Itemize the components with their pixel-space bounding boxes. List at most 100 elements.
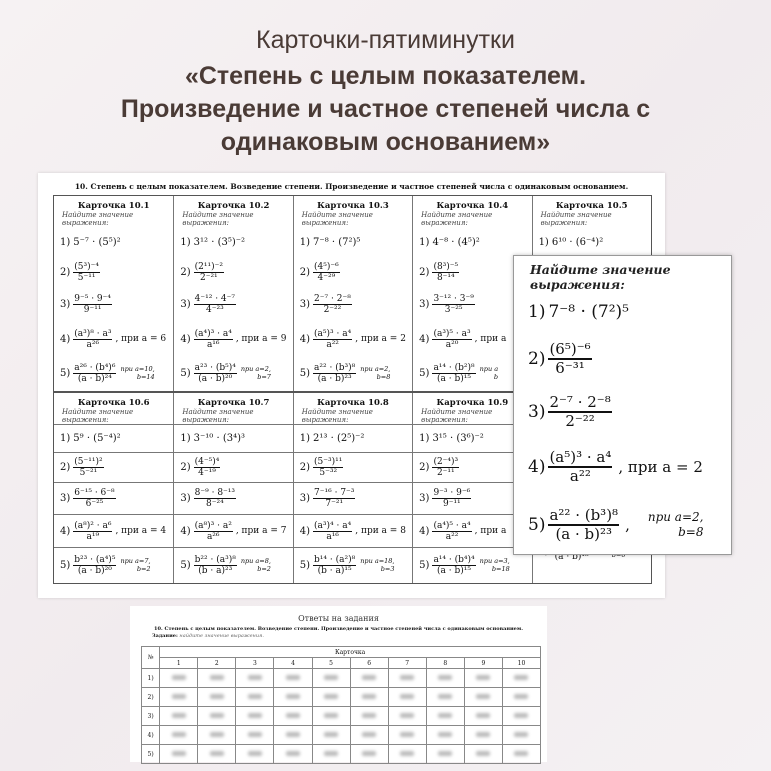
fraction: 2⁻⁷ · 2⁻⁸ 2⁻²² (548, 393, 612, 430)
card-instruction: Найдите значение выражения: (62, 408, 134, 424)
answers-row: 2) (140, 687, 542, 707)
denominator: (a · b)²³ (555, 525, 613, 543)
column-header: 7 (387, 657, 427, 669)
blurred-answer (514, 674, 529, 680)
cards-row: Карточка 10.6 Найдите значение выражения:… (54, 391, 651, 583)
card-instruction: Найдите значение выражения: (62, 211, 134, 227)
answer-cell-blurred (235, 725, 275, 745)
blurred-answer (209, 693, 224, 699)
numerator: (a³)⁸ · a³ (73, 328, 113, 340)
expression-item: 1) 2¹³ · (2⁵)⁻² (293, 424, 413, 452)
fraction: a²⁶ · (b⁴)⁶ (a · b)²⁴ (73, 363, 117, 384)
item-number: 3) (299, 298, 311, 310)
item-number: 3) (528, 402, 546, 422)
answers-preview: Ответы на задания 10. Степень с целым по… (130, 606, 547, 764)
denominator: a²² (445, 531, 459, 542)
condition: , при a = 8 (355, 526, 406, 536)
fraction: (a⁴)³ · a⁴ a¹⁶ (193, 329, 233, 350)
expression-item: 5) a²⁶ · (b⁴)⁶ (a · b)²⁴ при a=10, b=14 (54, 357, 173, 389)
blurred-answer (285, 674, 300, 680)
item-number: 2) (299, 462, 311, 473)
fraction: a¹⁴ · (b²)⁸ (a · b)¹⁵ (432, 363, 476, 384)
denominator: a¹⁶ (206, 339, 220, 350)
expression-item: 2) (5⁻³)¹¹ 5⁻³² (293, 452, 413, 482)
blurred-answer (285, 693, 300, 699)
item-number: 3) (60, 298, 71, 310)
condition-b: b=7 (257, 373, 271, 381)
expression-item: 2) (5⁻¹¹)² 5⁻²¹ (54, 452, 174, 482)
card-instruction: Найдите значение выражения: (301, 408, 373, 424)
answer-cell-blurred (273, 744, 313, 764)
card-title: Карточка 10.6 (77, 398, 150, 408)
denominator: 4⁻¹⁹ (198, 468, 216, 478)
expression-item: 2) (4⁻⁵)⁴ 4⁻¹⁹ (174, 452, 293, 482)
condition: , при a = 6 (115, 334, 167, 344)
condition: , при a = 2 (618, 458, 703, 476)
answer-cell-blurred (197, 725, 237, 745)
item-number: 4) (419, 525, 430, 537)
card-title: Карточка 10.3 (317, 201, 389, 211)
numerator: (a⁴)⁵ · a⁴ (432, 520, 472, 532)
answer-cell-blurred (311, 687, 351, 707)
denominator: 8⁻²⁴ (205, 499, 224, 509)
numerator: (4⁻⁵)⁴ (193, 457, 221, 468)
item-number: 1) (528, 302, 546, 322)
fraction: (a⁴)⁵ · a⁴ a²² (432, 520, 472, 542)
numerator: (a⁸)² · a⁶ (73, 520, 113, 532)
card-title: Карточка 10.7 (197, 398, 270, 408)
expression: 7⁻⁸ · (7²)⁵ (313, 236, 361, 248)
fraction: (a⁸)² · a⁶ a¹⁹ (73, 520, 113, 542)
blurred-answer (209, 731, 224, 737)
condition: , (625, 516, 630, 534)
blurred-answer (362, 693, 377, 699)
item-number: 2) (299, 266, 311, 278)
numerator: (5⁻³)¹¹ (313, 457, 344, 468)
numerator: (8³)⁻⁵ (432, 261, 460, 273)
condition-values: при a=2, b=8 (648, 510, 704, 540)
answers-title: Ответы на задания (298, 614, 379, 623)
fraction: a²² · (b³)⁸ (a · b)²³ (313, 363, 357, 384)
card-title: Карточка 10.5 (555, 201, 628, 211)
blurred-answer (514, 712, 529, 718)
fraction: (2⁻⁴)³ 2⁻¹¹ (432, 457, 460, 478)
expression: 5⁻⁷ · (5⁵)² (73, 236, 121, 248)
item-number: 4) (419, 333, 430, 345)
expression: 3⁻¹⁰ · (3⁴)³ (193, 433, 246, 444)
answer-cell-blurred (501, 687, 542, 707)
fraction: 3⁻¹² · 3⁻⁹ 3⁻²⁵ (432, 294, 475, 315)
denominator: 2⁻²² (323, 304, 342, 315)
denominator: (b · a)¹⁵ (317, 565, 352, 576)
answer-cell-blurred (197, 687, 237, 707)
numerator: 2⁻⁷ · 2⁻⁸ (548, 393, 612, 413)
numerator: a²² · (b³)⁸ (548, 506, 620, 526)
denominator: (a · b)¹⁸ (554, 551, 589, 562)
card-title: Карточка 10.1 (77, 201, 150, 211)
item-number: 4) (299, 333, 311, 345)
expression-item: 1) 7⁻⁸ · (7²)⁵ (514, 292, 731, 332)
condition: , при a (474, 334, 507, 344)
expression-item: 3) 6⁻¹⁵ · 6⁻⁸ 6⁻²⁵ (54, 482, 174, 514)
answers-subtitle: 10. Степень с целым показателем. Возведе… (154, 626, 523, 632)
denominator: (a · b)²⁰ (198, 373, 233, 384)
expression-item: 2) (6⁵)⁻⁶ 6⁻³¹ (514, 332, 731, 386)
item-number: 1) (538, 236, 549, 248)
fraction: 9⁻⁵ · 9⁻⁴ 9⁻¹¹ (73, 293, 113, 315)
denominator: (a · b)²⁴ (77, 373, 112, 384)
expression: 7⁻⁸ · (7²)⁵ (548, 302, 629, 322)
condition-a: при a=7, (120, 557, 151, 565)
denominator: a²² (326, 339, 339, 350)
expression: 6¹⁰ · (6⁻⁴)² (551, 236, 604, 248)
item-number: 3) (180, 493, 191, 504)
item-number: 3) (419, 298, 430, 310)
numerator: (4⁵)⁻⁶ (313, 261, 340, 273)
denominator: 9⁻¹¹ (83, 304, 102, 315)
answer-cell-blurred (463, 668, 503, 688)
fraction: (2¹¹)⁻² 2⁻²¹ (193, 262, 224, 283)
expression-item: 2) (4⁵)⁻⁶ 4⁻²⁹ (294, 257, 412, 287)
blurred-answer (247, 674, 262, 680)
numerator: a¹⁴ · (b⁴)⁴ (432, 554, 476, 566)
numerator: 9⁻⁵ · 9⁻⁴ (73, 293, 113, 305)
numerator: (5⁻¹¹)² (73, 457, 104, 468)
blurred-answer (247, 712, 262, 718)
